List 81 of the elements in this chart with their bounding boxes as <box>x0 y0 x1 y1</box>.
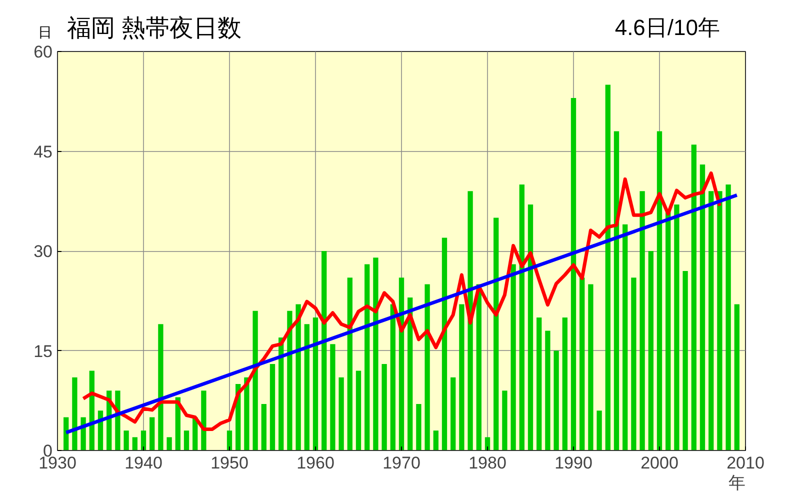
bar <box>528 204 534 450</box>
bar <box>201 390 206 450</box>
bar <box>330 344 336 450</box>
x-tick-label: 1990 <box>554 454 592 472</box>
bar <box>622 224 628 450</box>
bar <box>494 218 499 450</box>
y-tick-label: 15 <box>34 342 53 361</box>
bar <box>244 377 250 450</box>
y-tick-label: 45 <box>34 142 53 162</box>
bar <box>666 211 671 450</box>
bar <box>726 184 731 450</box>
bar <box>252 310 258 450</box>
bar <box>554 350 559 450</box>
bar <box>184 430 190 450</box>
x-tick-label: 1960 <box>296 454 334 472</box>
bar <box>296 304 301 450</box>
bar <box>648 251 654 450</box>
bar <box>166 437 172 450</box>
bar <box>150 417 155 450</box>
x-tick-label: 1970 <box>382 454 420 472</box>
bar <box>682 270 688 450</box>
bar <box>631 278 636 450</box>
bar <box>656 131 662 450</box>
bar <box>545 330 550 450</box>
bar <box>322 251 327 450</box>
bar <box>140 430 146 450</box>
bar <box>416 404 422 450</box>
y-tick-label: 30 <box>34 242 53 261</box>
bar <box>596 410 602 450</box>
bar <box>424 284 430 450</box>
bar <box>261 404 266 450</box>
bar <box>226 430 232 450</box>
bar <box>502 390 508 450</box>
bar <box>390 304 396 450</box>
bar <box>373 258 378 450</box>
ylabel: 日 <box>38 23 52 42</box>
annotation: 4.6日/10年 <box>614 14 720 42</box>
bar <box>442 238 448 450</box>
bar <box>287 310 292 450</box>
bar <box>356 370 362 450</box>
bar <box>562 318 568 450</box>
bar <box>536 318 542 450</box>
bar <box>717 191 722 450</box>
bar <box>468 191 473 450</box>
bar <box>304 324 310 450</box>
bar <box>700 164 706 450</box>
bar <box>312 318 318 450</box>
bar <box>570 98 576 450</box>
bar <box>605 84 610 450</box>
x-tick-label: 2000 <box>640 454 678 472</box>
bar <box>64 417 69 450</box>
bar <box>132 437 138 450</box>
bar <box>364 264 370 450</box>
title: 福岡 熱帯夜日数 <box>67 14 242 44</box>
bar <box>158 324 164 450</box>
bar <box>433 430 438 450</box>
bar <box>708 191 714 450</box>
bar <box>510 264 516 450</box>
x-tick-label: 1980 <box>468 454 506 472</box>
bar <box>270 364 276 450</box>
bar <box>734 304 740 450</box>
y-tick-label: 60 <box>34 42 53 62</box>
bar <box>72 377 78 450</box>
bar <box>338 377 344 450</box>
bar <box>519 184 524 450</box>
bar <box>450 377 456 450</box>
bar <box>124 430 129 450</box>
x-tick-label: 1940 <box>124 454 162 472</box>
bar <box>459 304 464 450</box>
bar <box>614 131 620 450</box>
bar <box>347 278 352 450</box>
x-tick-label: 1950 <box>210 454 248 472</box>
bar <box>674 204 680 450</box>
bar <box>691 144 696 450</box>
bar <box>382 364 387 450</box>
x-tick-label: 2010 <box>726 454 764 472</box>
bar <box>580 278 585 450</box>
bar <box>640 191 645 450</box>
x-axis-title: 年 <box>728 474 746 492</box>
bar <box>476 284 482 450</box>
bar <box>588 284 594 450</box>
